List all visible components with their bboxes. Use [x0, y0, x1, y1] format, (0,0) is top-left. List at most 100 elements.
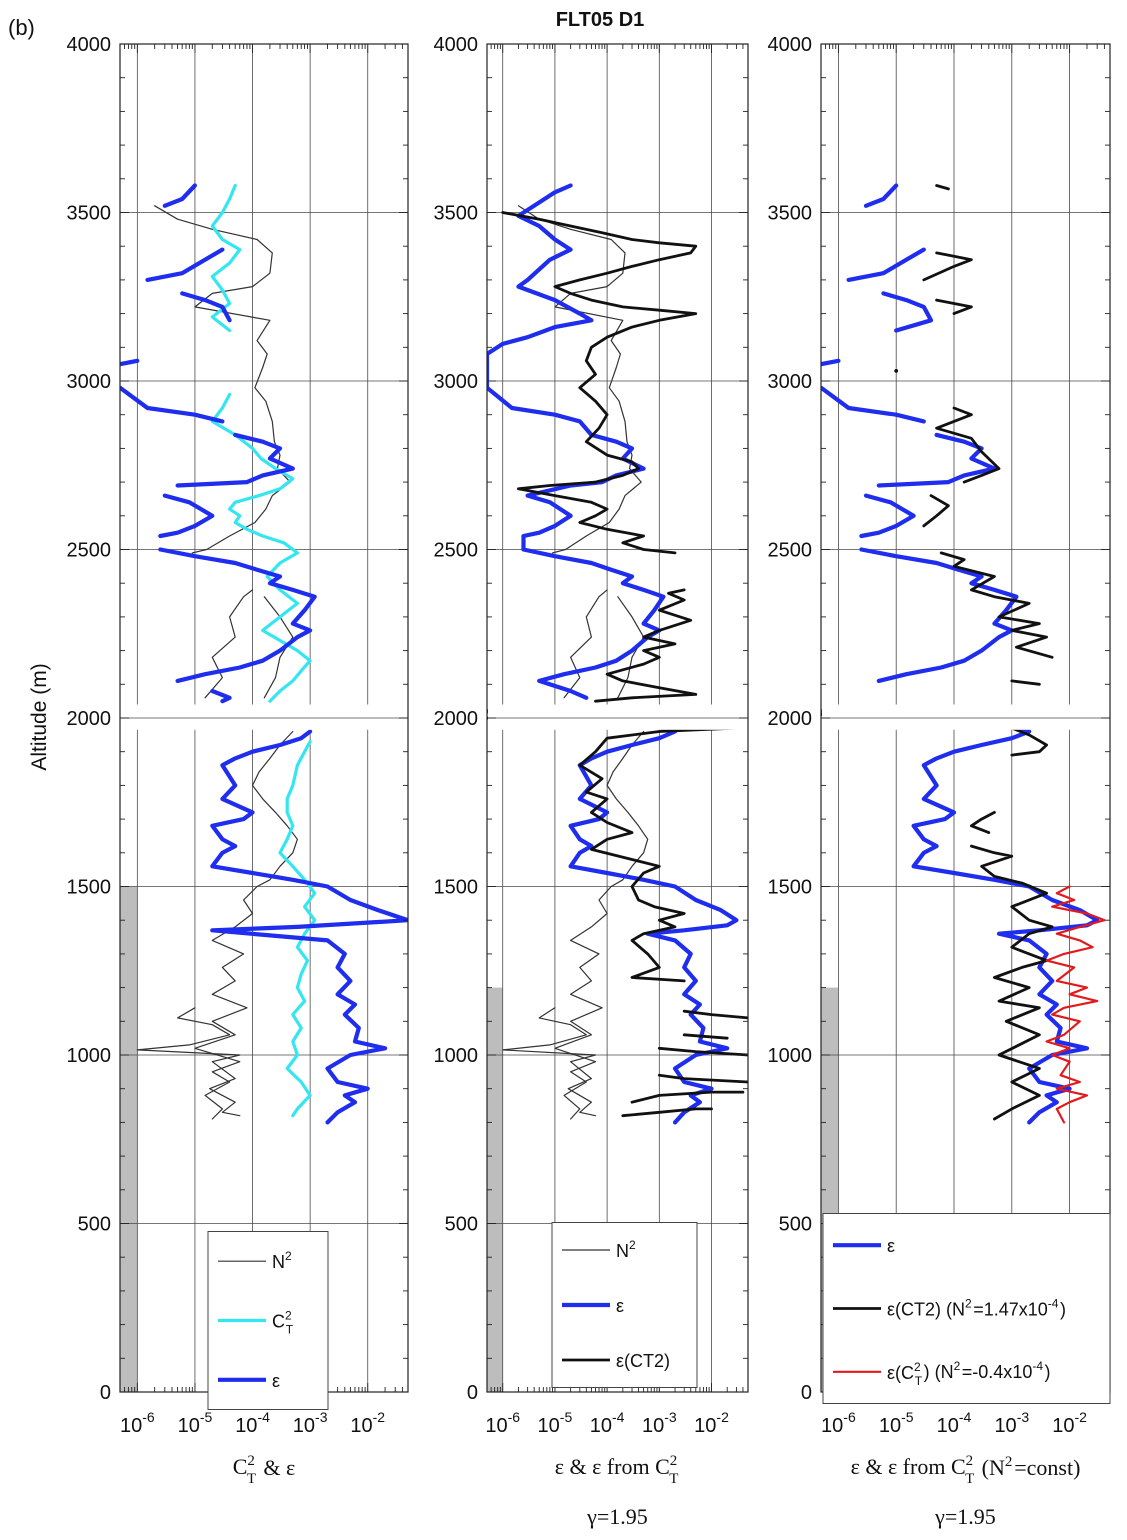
x-tick-label: 10-2	[694, 1409, 729, 1437]
figure-title: FLT05 D1	[556, 9, 645, 31]
series-line-1-5	[922, 494, 950, 528]
series-line-2-6	[657, 1073, 748, 1084]
series-line-0-4	[502, 1007, 597, 1117]
x-tick-label: 10-6	[821, 1409, 856, 1437]
legend-label: ε	[887, 1236, 895, 1256]
series-line-0-6	[859, 493, 916, 539]
series-line-2-3	[682, 1009, 748, 1020]
series-line-2-4	[682, 1033, 729, 1040]
panel-middle: 0 500 1000 1500 2000 2500 3000 3500 4000 10-6 10-5…	[434, 34, 749, 1529]
series-line-3-7	[158, 547, 317, 683]
series-line-0-3	[554, 730, 649, 1120]
legend-label: C2 T	[272, 1309, 295, 1337]
y-tick-label: 1500	[434, 877, 479, 899]
series-line-2-0	[210, 183, 242, 333]
x-tick-label: 10-3	[642, 1409, 677, 1437]
legend: N2 C2 T ε	[207, 1231, 329, 1410]
x-tick-label: 10-6	[120, 1409, 155, 1437]
y-tick-label: 3000	[67, 371, 112, 393]
y-tick-label: 3500	[67, 203, 112, 225]
legend-label: ε	[616, 1296, 624, 1316]
y-tick-label: 2500	[67, 540, 112, 562]
series-line-0-1	[563, 589, 608, 699]
series-line-2-2	[278, 740, 317, 1118]
x-tick-label: 10-6	[485, 1409, 520, 1437]
y-tick-label: 3500	[434, 203, 479, 225]
x-tick-label: 10-4	[937, 1409, 972, 1437]
series-line-3-9	[210, 729, 408, 1125]
series-line-0-5	[876, 432, 997, 488]
series-line-2-0	[501, 211, 698, 555]
x-tick-label: 10-5	[538, 1409, 573, 1437]
series-line-1-0	[935, 184, 950, 191]
x-axis-title: ε & ε from C2 T	[555, 1453, 681, 1487]
y-tick-label: 3500	[768, 203, 813, 225]
series-line-0-2	[881, 291, 934, 333]
y-tick-label: 2500	[434, 540, 479, 562]
series-line-3-5	[175, 432, 295, 488]
legend-label: ε(C2 T ) (N2 =-0.4x10-4 )	[887, 1359, 1051, 1388]
series-line-2-1	[210, 392, 312, 703]
legend: N2 ε ε(CT2)	[551, 1222, 698, 1388]
series-point-1	[894, 368, 899, 373]
x-axis-subtitle: γ=1.95	[934, 1504, 996, 1529]
x-tick-label: 10-5	[178, 1409, 213, 1437]
series-line-0-1	[204, 589, 254, 699]
panel-left: 0 500 1000 1500 2000 2500 3000 3500 4000 10-6 10-5…	[67, 34, 409, 1487]
series-line-0-0	[863, 183, 899, 208]
ground-shading	[120, 886, 138, 1392]
panel-gap	[488, 704, 747, 730]
series-line-1-9	[970, 811, 996, 834]
y-tick-label: 0	[467, 1382, 478, 1404]
series-group	[120, 183, 408, 1125]
x-tick-label: 10-2	[1052, 1409, 1087, 1437]
series-line-1-4	[935, 406, 1001, 484]
legend-label: ε	[272, 1371, 280, 1391]
series-line-2-7	[630, 1090, 745, 1104]
x-tick-label: 10-2	[350, 1409, 385, 1437]
series-line-3-4	[120, 385, 225, 424]
series-line-1-10	[970, 844, 1054, 1121]
series-line-0-8	[821, 709, 1100, 1125]
series-line-0-0	[517, 205, 642, 554]
x-axis-subtitle: γ=1.95	[586, 1504, 648, 1529]
y-tick-label: 2500	[768, 540, 813, 562]
legend-label: N2	[616, 1238, 637, 1261]
y-tick-label: 2000	[67, 708, 112, 730]
y-axis-title: Altitude (m)	[28, 663, 51, 770]
x-tick-label: 10-3	[293, 1409, 328, 1437]
y-tick-label: 500	[445, 1214, 478, 1236]
series-line-3-8	[210, 688, 232, 704]
y-tick-label: 0	[100, 1382, 111, 1404]
series-line-1-1	[136, 1007, 241, 1117]
x-tick-label: 10-5	[879, 1409, 914, 1437]
series-line-1-1	[922, 251, 973, 282]
series-line-0-0	[154, 205, 291, 554]
y-tick-label: 3000	[434, 371, 479, 393]
series-line-3-3	[120, 358, 140, 367]
series-line-3-6	[158, 493, 215, 539]
series-line-2-5	[657, 1046, 748, 1057]
series-line-2-0	[1045, 885, 1106, 1124]
legend-label: ε(CT2) (N2 =1.47x10-4 )	[887, 1297, 1066, 1320]
legend: ε ε(CT2) (N2 =1.47x10-4 ) ε(C2 T ) (N2 =-0.…	[822, 1213, 1111, 1404]
y-tick-label: 500	[779, 1214, 812, 1236]
y-tick-label: 4000	[67, 34, 112, 56]
y-tick-label: 1500	[67, 877, 112, 899]
y-tick-label: 0	[801, 1382, 812, 1404]
panel-right: 0 500 1000 1500 2000 2500 3000 3500 4000 10-6 10-5…	[768, 34, 1111, 1529]
y-tick-label: 2000	[434, 708, 479, 730]
legend-label: N2	[272, 1249, 293, 1272]
series-line-0-1	[846, 247, 926, 282]
panel-gap	[121, 704, 407, 730]
series-line-3-0	[162, 183, 197, 208]
y-tick-label: 1500	[768, 877, 813, 899]
figure-label: (b)	[8, 15, 35, 40]
x-tick-label: 10-4	[590, 1409, 625, 1437]
series-line-3-2	[180, 291, 232, 323]
y-tick-label: 1000	[434, 1045, 479, 1067]
series-line-0-7	[859, 547, 1019, 683]
series-line-2-1	[594, 588, 698, 703]
y-tick-label: 1000	[67, 1045, 112, 1067]
